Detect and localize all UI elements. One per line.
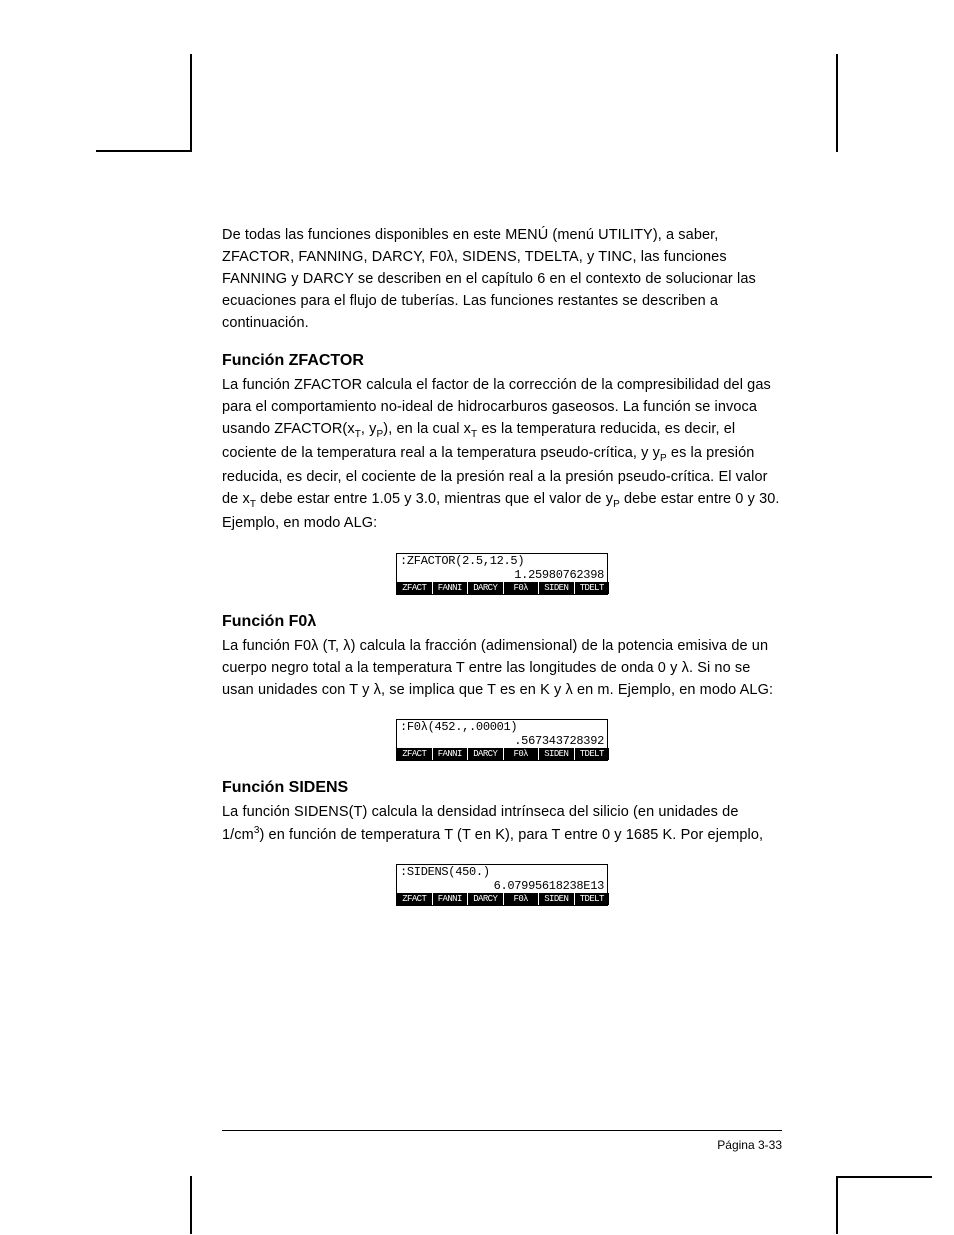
menu-f0l: F0λ	[504, 748, 540, 760]
f0-t5: , se implica que T es en K y	[381, 682, 566, 698]
calc-menu: ZFACT FANNI DARCY F0λ SIDEN TDELT	[397, 748, 609, 760]
sidens-body: La función SIDENS(T) calcula la densidad…	[222, 801, 782, 846]
crop-mark	[190, 54, 192, 152]
sub-p: P	[613, 499, 620, 510]
menu-tdelt: TDELT	[575, 748, 610, 760]
menu-zfact: ZFACT	[397, 582, 433, 594]
crop-mark	[836, 54, 838, 152]
menu-siden: SIDEN	[539, 748, 575, 760]
calc-screen: :ZFACTOR(2.5,12.5) 1.25980762398 ZFACT F…	[396, 553, 608, 595]
f0lambda-heading: Función F0λ	[222, 613, 782, 631]
lambda-glyph: λ	[374, 682, 381, 698]
calc-screen: :F0λ(452.,.00001) .567343728392 ZFACT FA…	[396, 719, 608, 761]
sidens-heading: Función SIDENS	[222, 779, 782, 797]
page: De todas las funciones disponibles en es…	[0, 0, 954, 1235]
calc-menu: ZFACT FANNI DARCY F0λ SIDEN TDELT	[397, 893, 609, 905]
crop-mark	[836, 1176, 838, 1234]
menu-tdelt: TDELT	[575, 582, 610, 594]
zf-t2: , y	[361, 421, 377, 437]
f0lambda-calc-screenshot: :F0λ(452.,.00001) .567343728392 ZFACT FA…	[396, 719, 608, 761]
zfactor-body: La función ZFACTOR calcula el factor de …	[222, 374, 782, 534]
sub-p: P	[660, 453, 667, 464]
crop-mark	[836, 1176, 932, 1178]
footer-rule	[222, 1130, 782, 1131]
page-number: Página 3-33	[222, 1138, 782, 1152]
calc-input: :SIDENS(450.)	[397, 865, 607, 879]
calc-input: :ZFACTOR(2.5,12.5)	[397, 554, 607, 568]
menu-zfact: ZFACT	[397, 748, 433, 760]
f0l-heading-prefix: Función F0	[222, 613, 307, 630]
menu-darcy: DARCY	[468, 893, 504, 905]
sidens-calc-screenshot: :SIDENS(450.) 6.07995618238E13 ZFACT FAN…	[396, 864, 608, 906]
menu-zfact: ZFACT	[397, 893, 433, 905]
lambda-glyph: λ	[343, 638, 350, 654]
zf-t6: debe estar entre 1.05 y 3.0, mientras qu…	[256, 491, 613, 507]
content-column: De todas las funciones disponibles en es…	[222, 224, 782, 924]
f0-t6: en m. Ejemplo, en modo ALG:	[573, 682, 773, 698]
menu-f0l: F0λ	[504, 893, 540, 905]
menu-fanni: FANNI	[433, 748, 469, 760]
calc-screen: :SIDENS(450.) 6.07995618238E13 ZFACT FAN…	[396, 864, 608, 906]
f0-t2: (T,	[319, 638, 344, 654]
lambda-glyph: λ	[682, 660, 689, 676]
f0lambda-body: La función F0λ (T, λ) calcula la fracció…	[222, 635, 782, 701]
menu-fanni: FANNI	[433, 893, 469, 905]
zf-t3: ), en la cual x	[383, 421, 471, 437]
intro-paragraph: De todas las funciones disponibles en es…	[222, 224, 782, 334]
zfactor-calc-screenshot: :ZFACTOR(2.5,12.5) 1.25980762398 ZFACT F…	[396, 553, 608, 595]
menu-tdelt: TDELT	[575, 893, 610, 905]
menu-f0l: F0λ	[504, 582, 540, 594]
menu-darcy: DARCY	[468, 748, 504, 760]
calc-output: 1.25980762398	[397, 568, 607, 582]
calc-menu: ZFACT FANNI DARCY F0λ SIDEN TDELT	[397, 582, 609, 594]
lambda-glyph: λ	[447, 249, 454, 265]
menu-siden: SIDEN	[539, 893, 575, 905]
crop-mark	[190, 1176, 192, 1234]
sd-t2: ) en función de temperatura T (T en K), …	[260, 826, 764, 842]
crop-mark	[96, 150, 192, 152]
lambda-glyph: λ	[307, 613, 316, 630]
calc-input: :F0λ(452.,.00001)	[397, 720, 607, 734]
lambda-glyph: λ	[311, 638, 318, 654]
f0-t1: La función F0	[222, 638, 311, 654]
calc-output: 6.07995618238E13	[397, 879, 607, 893]
menu-siden: SIDEN	[539, 582, 575, 594]
calc-output: .567343728392	[397, 734, 607, 748]
zfactor-heading: Función ZFACTOR	[222, 352, 782, 370]
lambda-glyph: λ	[565, 682, 572, 698]
menu-fanni: FANNI	[433, 582, 469, 594]
menu-darcy: DARCY	[468, 582, 504, 594]
